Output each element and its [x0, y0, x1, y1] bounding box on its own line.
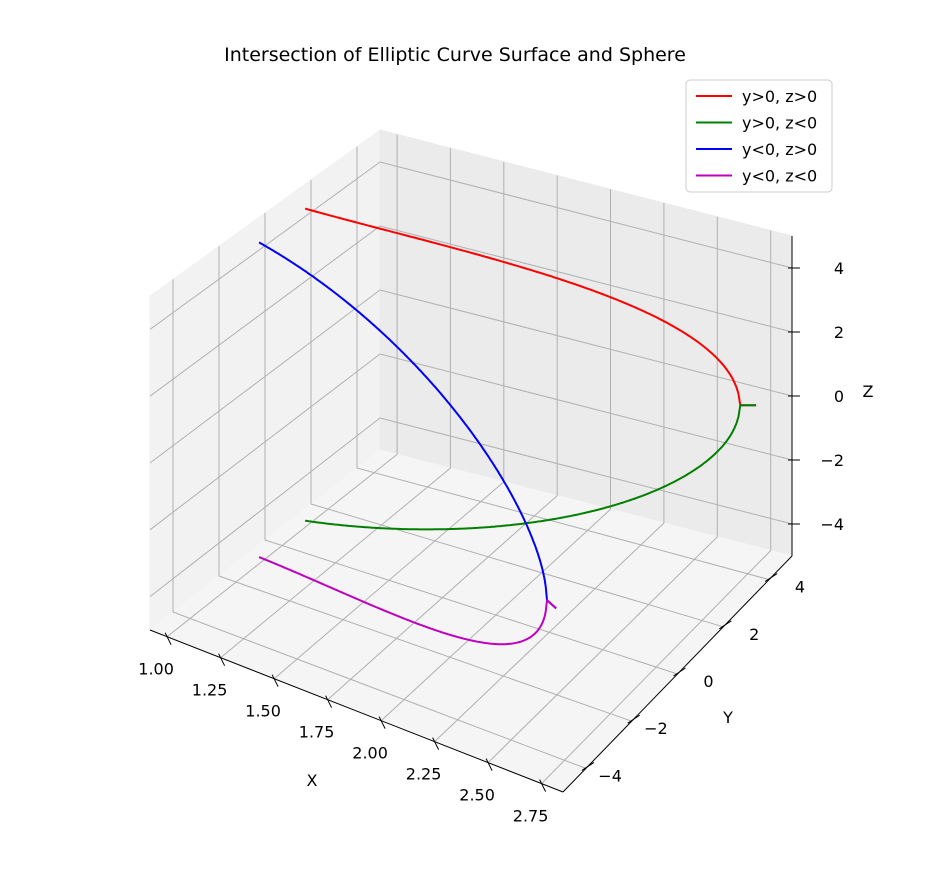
x-tick — [378, 716, 386, 729]
x-tick-label: 1.00 — [138, 660, 174, 679]
z-tick-label: 0 — [834, 387, 844, 406]
x-axis-line — [149, 629, 564, 793]
axis-ticks: 1.00 1.25 1.50 1.75 2.00 2.25 2.50 2.75 −4 −2 0 2 4 −… — [138, 259, 844, 826]
x-axis-label: X — [307, 771, 318, 790]
legend: y>0, z>0 y>0, z<0 y<0, z>0 y<0, z<0 — [685, 79, 833, 193]
y-tick-label: 2 — [749, 625, 759, 644]
x-gridline — [220, 148, 451, 659]
series-line — [304, 207, 757, 407]
legend-label: y<0, z<0 — [742, 167, 817, 186]
y-gridline — [172, 279, 587, 769]
y-gridline — [218, 246, 632, 722]
y-tick — [627, 714, 640, 724]
z-axis-label: Z — [863, 382, 874, 401]
x-gridline — [487, 216, 718, 763]
y-tick — [581, 761, 595, 771]
z-tick-label: 4 — [834, 259, 844, 278]
x-tick — [485, 758, 493, 771]
z-gridline — [149, 289, 793, 464]
y-tick — [764, 573, 778, 583]
y-tick-label: 0 — [703, 672, 713, 691]
z-gridline — [149, 353, 793, 531]
x-tick-label: 2.25 — [406, 765, 442, 784]
x-gridline — [541, 230, 772, 784]
x-tick-label: 2.00 — [352, 744, 388, 763]
series-line — [304, 404, 757, 531]
z-gridline — [149, 225, 793, 397]
series-line — [258, 556, 557, 646]
x-tick — [432, 737, 440, 750]
x-tick-label: 1.75 — [299, 723, 335, 742]
gridlines — [149, 134, 793, 784]
y-tick-label: −2 — [644, 719, 668, 738]
x-gridline — [380, 189, 611, 722]
legend-label: y>0, z<0 — [742, 114, 817, 133]
x-gridline — [434, 203, 665, 742]
z-tick-label: 2 — [834, 323, 844, 342]
x-tick — [164, 632, 172, 645]
legend-label: y>0, z>0 — [742, 87, 817, 106]
x-tick-label: 1.25 — [192, 681, 228, 700]
x-tick-label: 1.50 — [245, 702, 281, 721]
y-gridline — [310, 179, 724, 628]
y-axis-label: Y — [722, 708, 733, 727]
legend-label: y<0, z>0 — [742, 140, 817, 159]
x-tick — [539, 779, 547, 792]
curves — [258, 207, 757, 646]
x-gridline — [327, 175, 558, 701]
series-line — [258, 241, 557, 610]
z-gridline — [149, 161, 793, 330]
y-tick-label: 4 — [795, 578, 805, 597]
x-tick — [218, 653, 226, 666]
x-tick — [271, 674, 279, 687]
x-tick-label: 2.50 — [459, 786, 495, 805]
y-tick-label: −4 — [598, 766, 622, 785]
x-tick-label: 2.75 — [513, 807, 549, 826]
y-gridline — [264, 213, 678, 675]
x-gridline — [166, 134, 398, 638]
y-axis-line — [562, 555, 793, 793]
legend-box — [685, 79, 833, 193]
y-tick — [673, 667, 686, 677]
y-tick — [719, 620, 732, 630]
z-tick-label: −2 — [820, 451, 844, 470]
y-gridline — [356, 146, 770, 581]
z-tick-label: −4 — [820, 515, 844, 534]
axis-panes — [149, 129, 793, 793]
z-gridline — [149, 417, 793, 597]
x-tick — [325, 695, 333, 708]
chart-title: Intersection of Elliptic Curve Surface a… — [224, 44, 686, 66]
